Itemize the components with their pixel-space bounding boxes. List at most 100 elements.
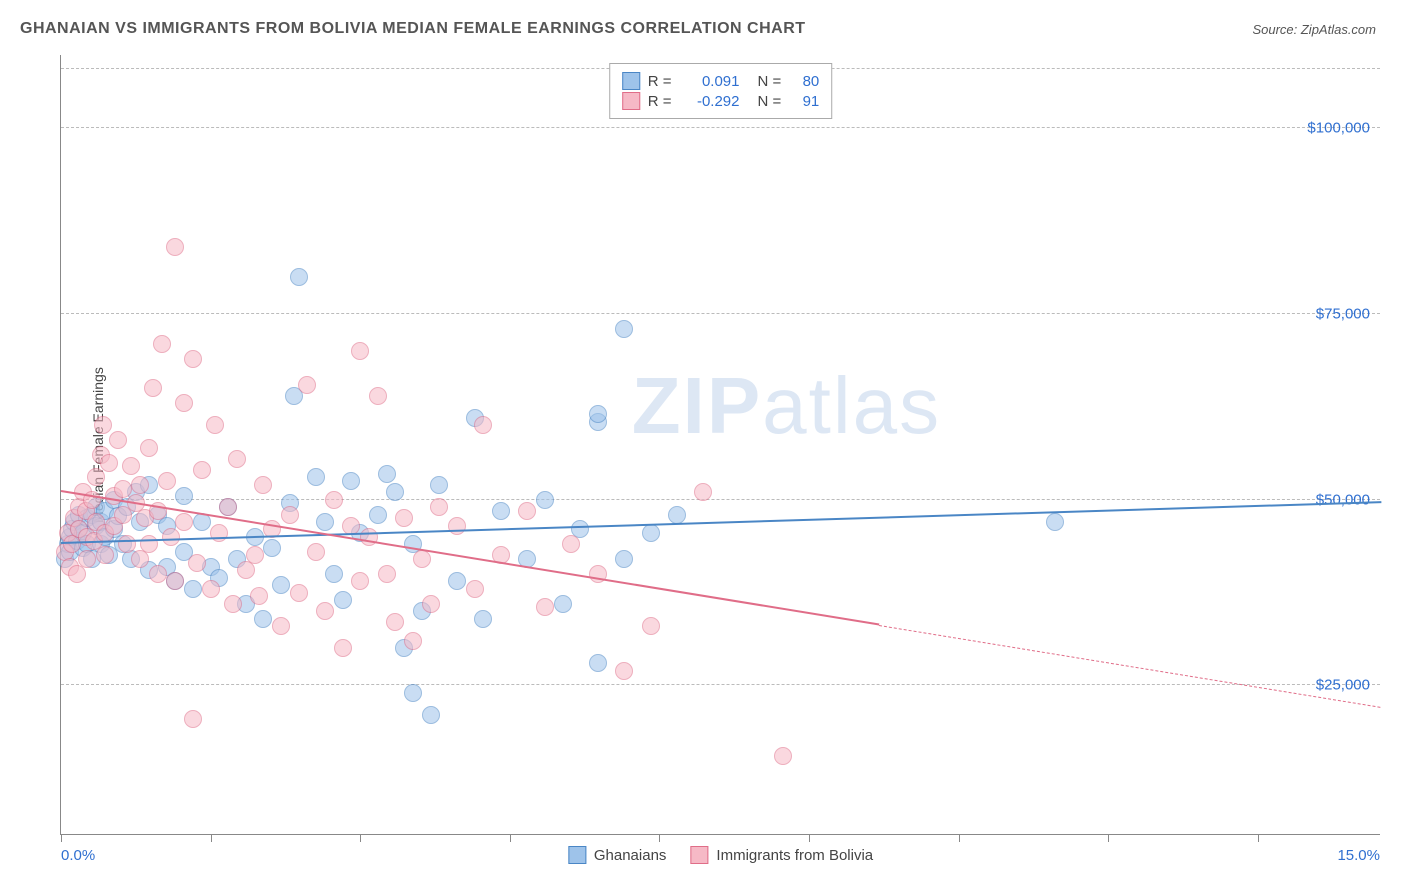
data-point bbox=[395, 509, 413, 527]
legend-label: Ghanaians bbox=[594, 847, 667, 864]
data-point bbox=[114, 480, 132, 498]
data-point bbox=[307, 543, 325, 561]
x-tick bbox=[959, 834, 960, 842]
data-point bbox=[166, 238, 184, 256]
gridline bbox=[61, 127, 1380, 128]
data-point bbox=[175, 487, 193, 505]
trend-line bbox=[879, 625, 1381, 708]
data-point bbox=[386, 483, 404, 501]
data-point bbox=[193, 461, 211, 479]
data-point bbox=[96, 546, 114, 564]
data-point bbox=[94, 416, 112, 434]
data-point bbox=[162, 528, 180, 546]
data-point bbox=[281, 506, 299, 524]
data-point bbox=[378, 465, 396, 483]
data-point bbox=[290, 584, 308, 602]
data-point bbox=[316, 602, 334, 620]
data-point bbox=[184, 710, 202, 728]
data-point bbox=[78, 550, 96, 568]
data-point bbox=[430, 498, 448, 516]
source-prefix: Source: bbox=[1252, 22, 1300, 37]
legend-item: Immigrants from Bolivia bbox=[690, 846, 873, 864]
data-point bbox=[474, 416, 492, 434]
y-tick-label: $50,000 bbox=[1316, 491, 1370, 508]
data-point bbox=[149, 565, 167, 583]
x-tick bbox=[1258, 834, 1259, 842]
data-point bbox=[109, 431, 127, 449]
data-point bbox=[158, 472, 176, 490]
data-point bbox=[554, 595, 572, 613]
plot-container: Median Female Earnings ZIPatlas R =0.091… bbox=[60, 55, 1380, 835]
data-point bbox=[369, 387, 387, 405]
data-point bbox=[140, 535, 158, 553]
legend-label: Immigrants from Bolivia bbox=[716, 847, 873, 864]
data-point bbox=[536, 491, 554, 509]
r-label: R = bbox=[648, 73, 672, 90]
gridline bbox=[61, 499, 1380, 500]
watermark-light: atlas bbox=[762, 361, 941, 450]
data-point bbox=[68, 565, 86, 583]
data-point bbox=[404, 632, 422, 650]
x-tick bbox=[809, 834, 810, 842]
plot-area: ZIPatlas R =0.091N =80R =-0.292N =91 Gha… bbox=[60, 55, 1380, 835]
data-point bbox=[210, 524, 228, 542]
data-point bbox=[589, 405, 607, 423]
stats-legend-row: R =0.091N =80 bbox=[622, 72, 820, 90]
data-point bbox=[175, 513, 193, 531]
data-point bbox=[430, 476, 448, 494]
data-point bbox=[290, 268, 308, 286]
data-point bbox=[140, 439, 158, 457]
n-label: N = bbox=[758, 93, 782, 110]
data-point bbox=[153, 335, 171, 353]
y-tick-label: $75,000 bbox=[1316, 306, 1370, 323]
data-point bbox=[492, 502, 510, 520]
x-axis-label: 0.0% bbox=[61, 847, 95, 864]
legend-swatch bbox=[568, 846, 586, 864]
data-point bbox=[536, 598, 554, 616]
data-point bbox=[131, 476, 149, 494]
data-point bbox=[694, 483, 712, 501]
data-point bbox=[272, 576, 290, 594]
data-point bbox=[228, 450, 246, 468]
data-point bbox=[615, 662, 633, 680]
data-point bbox=[272, 617, 290, 635]
data-point bbox=[166, 572, 184, 590]
data-point bbox=[774, 747, 792, 765]
x-axis-label: 15.0% bbox=[1337, 847, 1380, 864]
data-point bbox=[122, 457, 140, 475]
legend-swatch bbox=[690, 846, 708, 864]
data-point bbox=[188, 554, 206, 572]
data-point bbox=[642, 524, 660, 542]
r-label: R = bbox=[648, 93, 672, 110]
x-tick bbox=[211, 834, 212, 842]
data-point bbox=[369, 506, 387, 524]
data-point bbox=[184, 350, 202, 368]
data-point bbox=[448, 572, 466, 590]
data-point bbox=[466, 580, 484, 598]
data-point bbox=[184, 580, 202, 598]
data-point bbox=[378, 565, 396, 583]
data-point bbox=[386, 613, 404, 631]
r-value: 0.091 bbox=[680, 73, 740, 90]
gridline bbox=[61, 313, 1380, 314]
data-point bbox=[615, 320, 633, 338]
data-point bbox=[175, 394, 193, 412]
x-tick bbox=[659, 834, 660, 842]
r-value: -0.292 bbox=[680, 93, 740, 110]
data-point bbox=[474, 610, 492, 628]
data-point bbox=[206, 416, 224, 434]
x-tick bbox=[510, 834, 511, 842]
n-value: 80 bbox=[789, 73, 819, 90]
data-point bbox=[642, 617, 660, 635]
data-point bbox=[334, 591, 352, 609]
data-point bbox=[254, 610, 272, 628]
data-point bbox=[422, 595, 440, 613]
source-attribution: Source: ZipAtlas.com bbox=[1252, 22, 1376, 37]
data-point bbox=[351, 572, 369, 590]
watermark-bold: ZIP bbox=[632, 361, 762, 450]
stats-legend-row: R =-0.292N =91 bbox=[622, 92, 820, 110]
legend-item: Ghanaians bbox=[568, 846, 667, 864]
data-point bbox=[202, 580, 220, 598]
data-point bbox=[224, 595, 242, 613]
x-tick bbox=[360, 834, 361, 842]
